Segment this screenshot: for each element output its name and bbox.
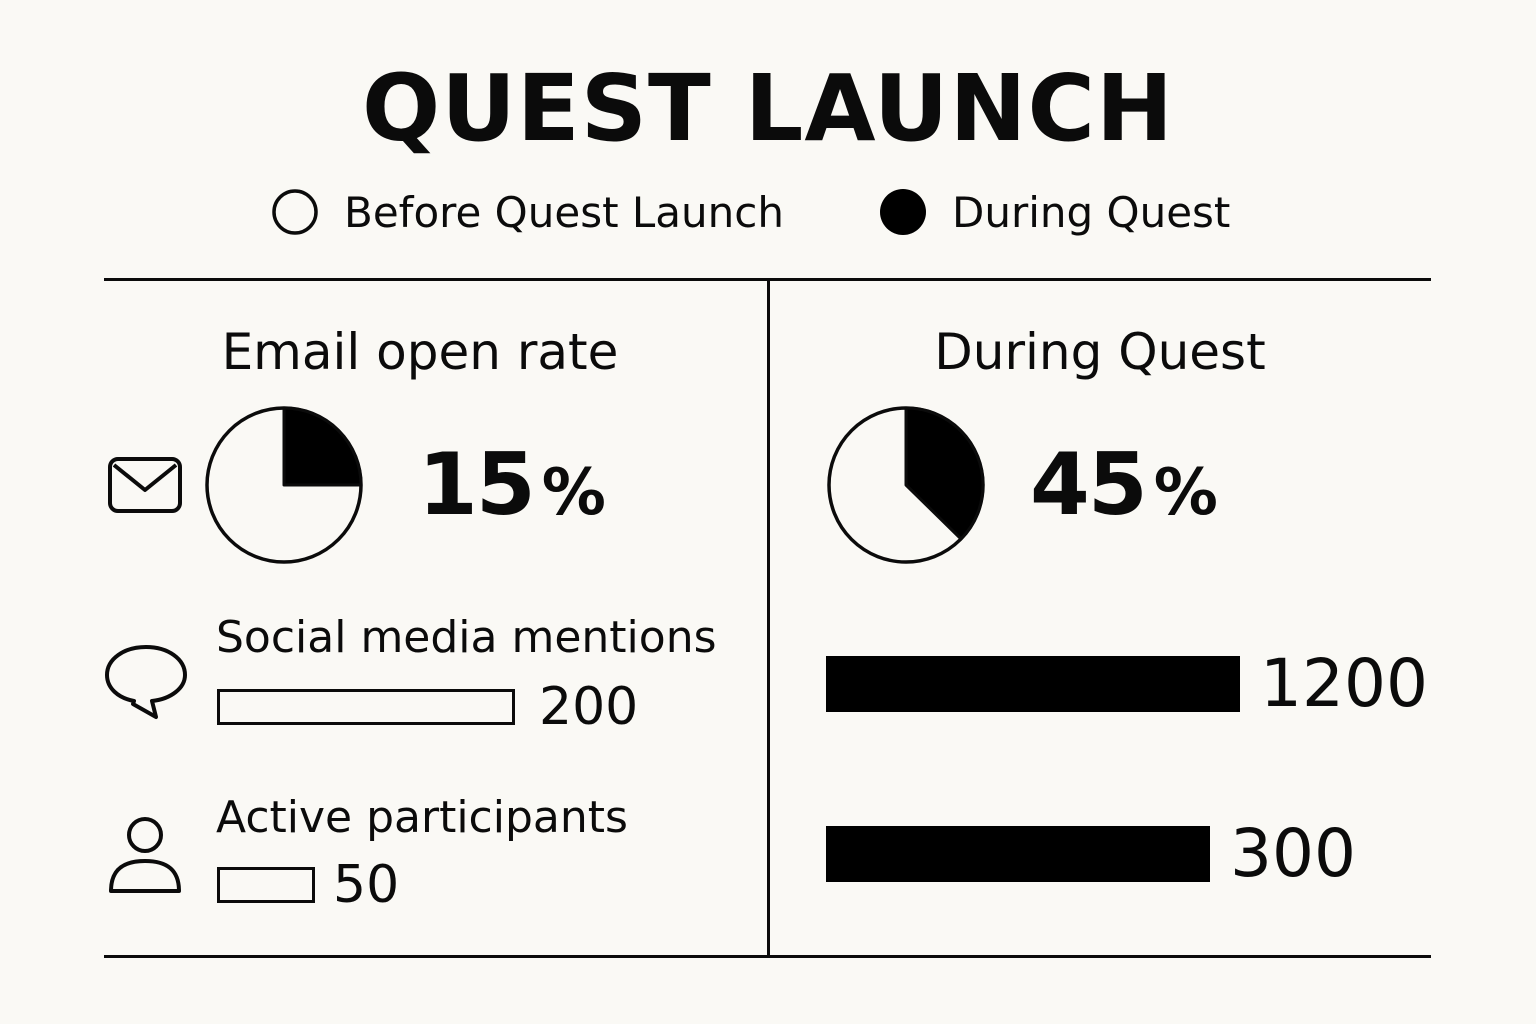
social-mentions-label: Social media mentions [216,612,717,663]
bottom-divider [104,955,1431,958]
pie-during-slice [904,406,985,541]
legend-label-during: During Quest [952,187,1231,237]
pie-before [205,406,363,564]
percent-sign: % [1153,456,1218,530]
active-participants-before-bar [217,867,315,903]
active-participants-during-bar [826,826,1210,882]
legend-item-before: Before Quest Launch [272,186,784,238]
email-rate-during-value: 45% [1030,440,1218,554]
email-rate-during-number: 45 [1030,435,1148,535]
person-icon [109,817,181,893]
panel-title-right: During Quest [934,323,1266,381]
active-participants-during-value: 300 [1230,815,1356,892]
social-mentions-during-bar [826,656,1240,712]
panel-title-left: Email open rate [221,323,619,381]
open-circle-marker-icon [272,189,318,235]
pie-before-slice [282,406,363,487]
email-rate-before-value: 15% [418,440,606,554]
top-divider [104,278,1431,281]
page-title: QUEST LAUNCH [361,55,1174,162]
active-participants-label: Active participants [216,792,628,843]
social-mentions-before-bar [217,689,515,725]
legend-item-during: During Quest [880,186,1230,238]
center-divider [767,280,770,956]
percent-sign: % [541,456,606,530]
pie-during [827,406,985,564]
active-participants-before-value: 50 [333,855,400,915]
filled-circle-marker-icon [880,189,926,235]
chat-bubble-icon [105,645,187,719]
mail-icon [108,457,182,513]
social-mentions-during-value: 1200 [1260,645,1428,722]
social-mentions-before-value: 200 [539,677,639,737]
legend-label-before: Before Quest Launch [344,187,784,237]
email-rate-before-number: 15 [418,435,536,535]
